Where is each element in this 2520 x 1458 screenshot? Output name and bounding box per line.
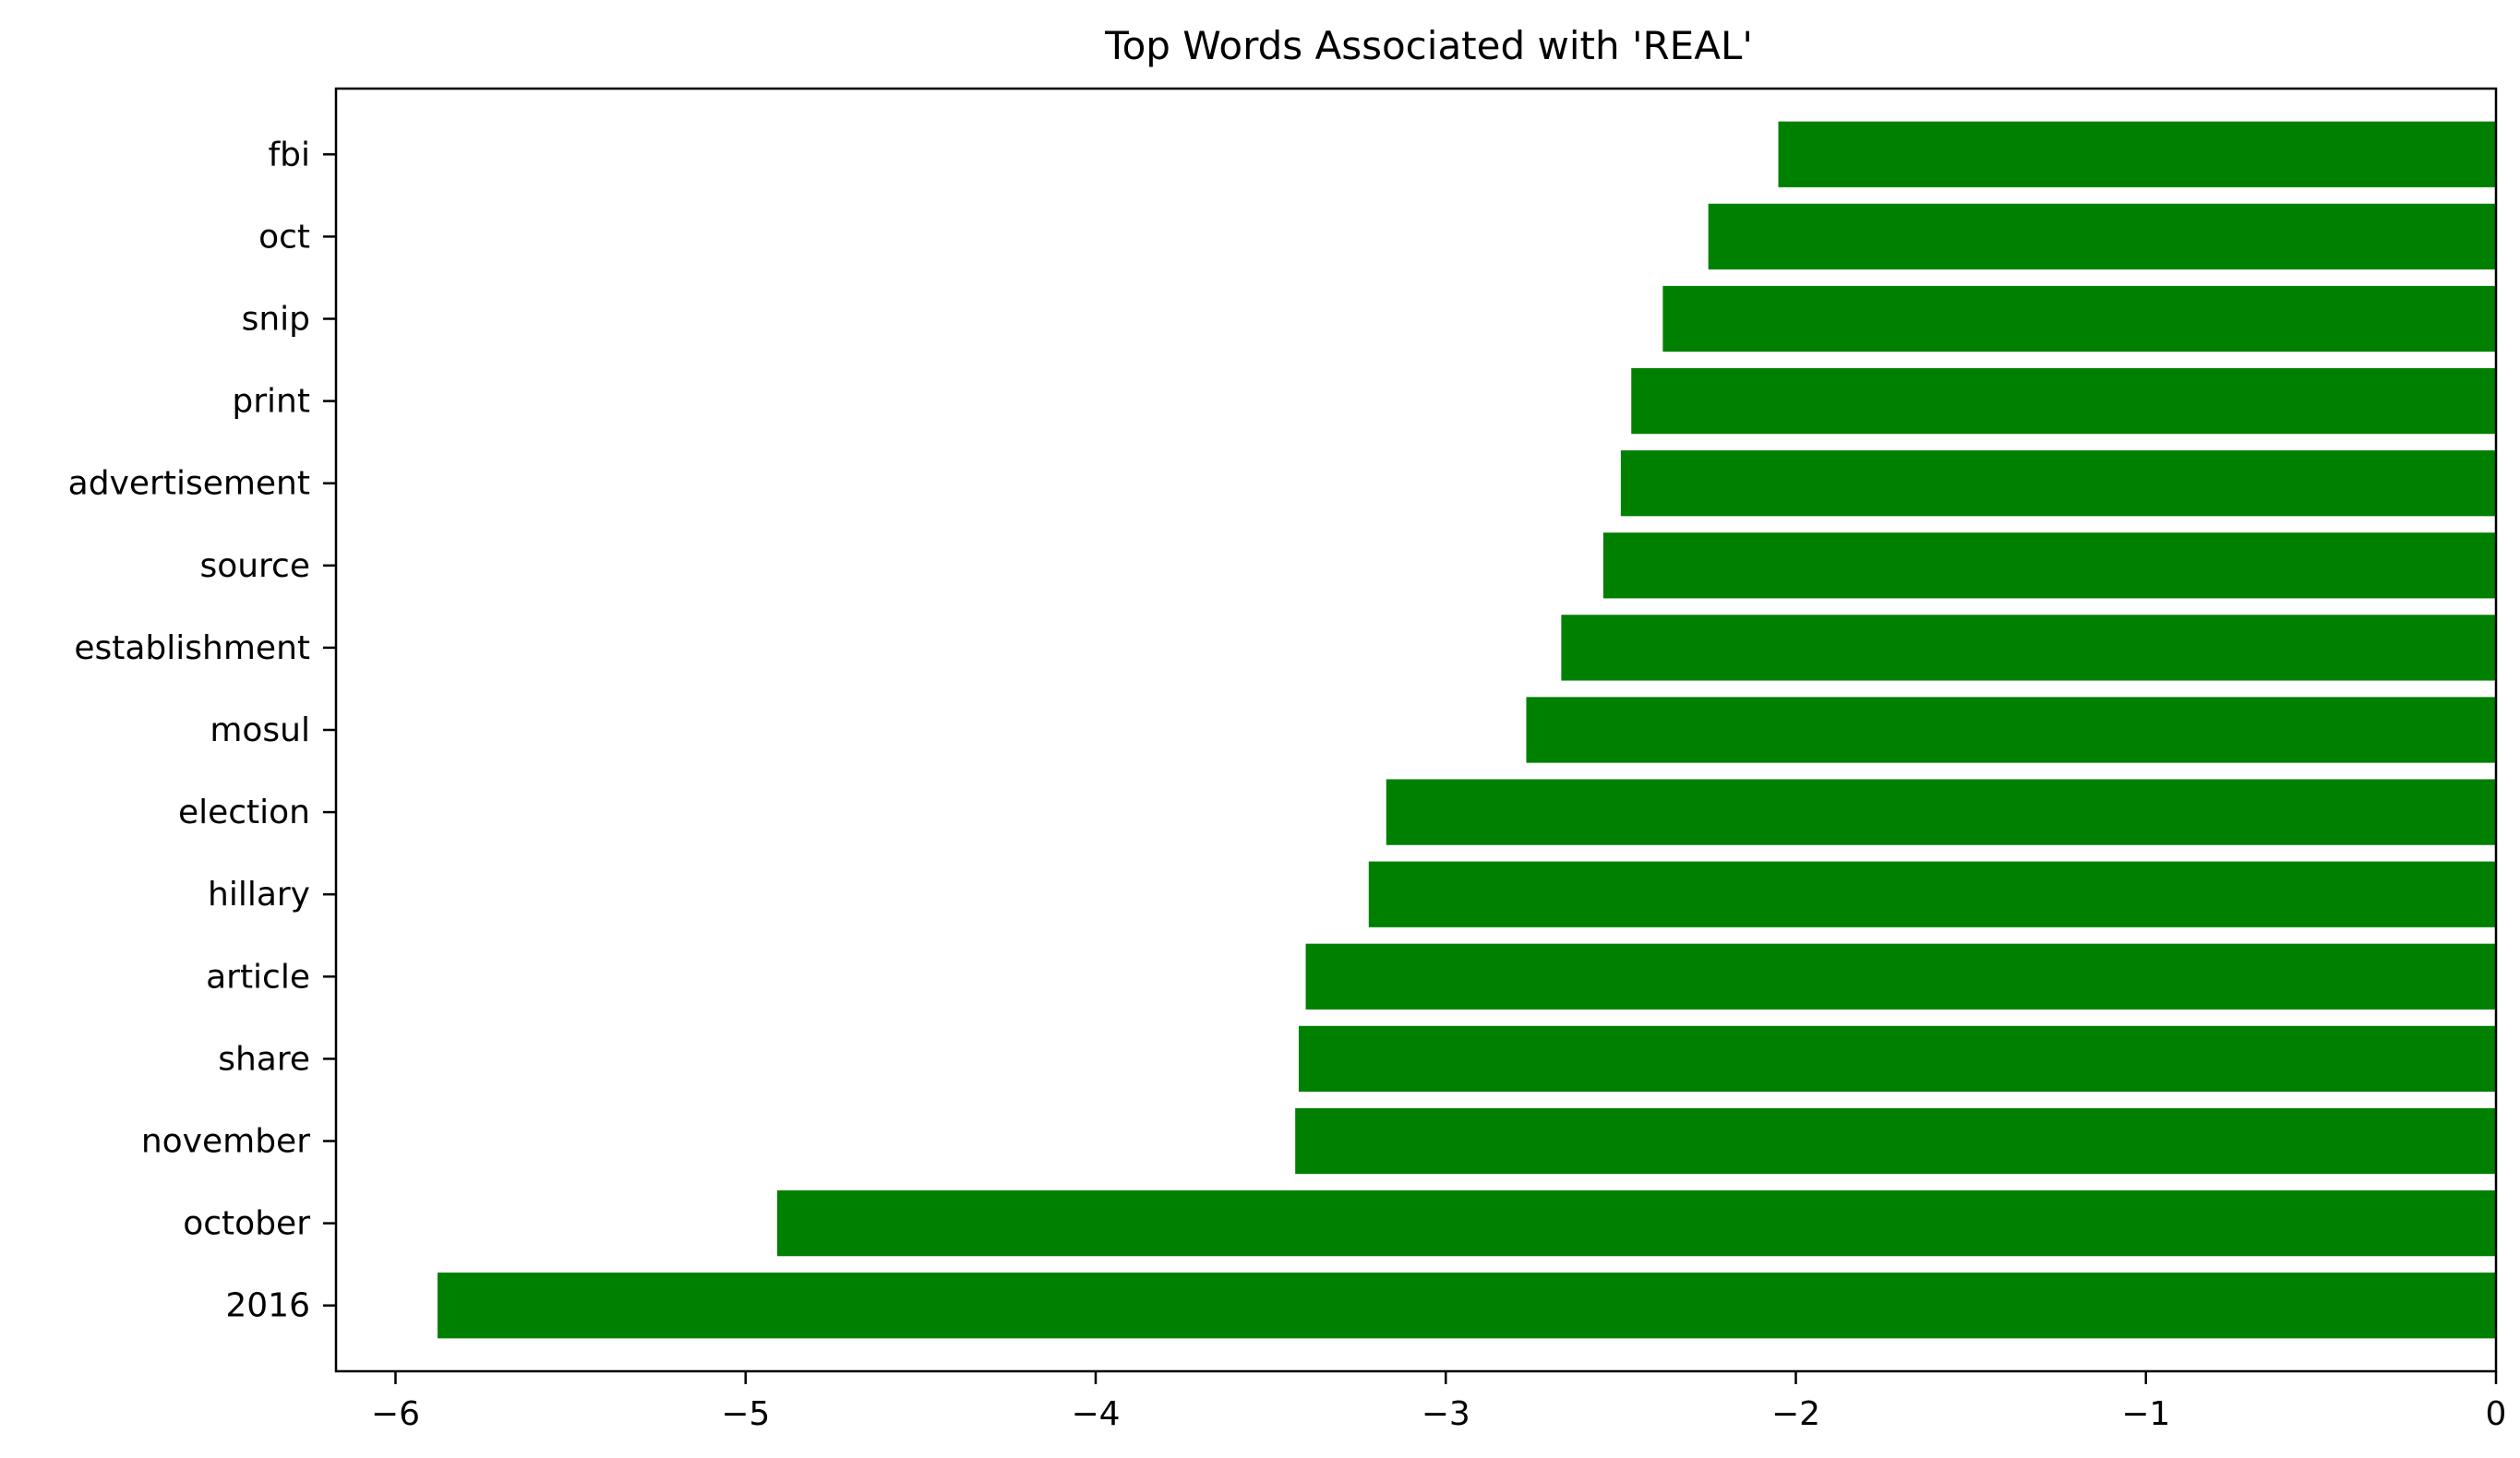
x-tick-label: −2 [1771,1395,1820,1433]
bar-advertisement [1620,450,2496,517]
bar-snip [1662,285,2496,353]
bar-oct [1708,203,2496,270]
bar-fbi [1778,121,2496,187]
y-tick-label: article [206,958,310,996]
x-tick-label: −3 [1422,1395,1470,1433]
bar-november [1295,1107,2496,1175]
bar-october [776,1189,2496,1257]
plot-frame [334,87,2498,1373]
bar-hillary [1368,861,2496,927]
x-tick-label: −1 [2121,1395,2170,1433]
y-tick-label: oct [258,218,310,256]
y-tick-label: november [141,1123,310,1161]
x-tick-label: −6 [371,1395,420,1433]
y-tick-label: fbi [268,136,310,173]
chart-title: Top Words Associated with 'REAL' [1104,23,1753,68]
bar-article [1305,943,2496,1010]
bar-source [1602,532,2496,599]
y-tick-label: share [218,1040,310,1078]
y-tick-label: october [183,1205,310,1243]
bar-print [1631,367,2496,435]
y-axis-ticks: 2016 october november share article hillary el… [68,136,336,1325]
x-tick-label: −4 [1071,1395,1120,1433]
y-tick-label: advertisement [68,465,310,503]
y-tick-label: mosul [210,711,310,749]
x-tick-label: −5 [721,1395,770,1433]
x-axis-ticks: −6 −5 −4 −3 −2 −1 0 [371,1371,2507,1433]
y-tick-label: snip [242,300,310,338]
y-tick-label: establishment [74,629,310,667]
y-tick-label: print [232,383,310,421]
y-tick-label: 2016 [225,1287,310,1325]
bar-2016 [437,1273,2496,1339]
bar-mosul [1526,697,2496,763]
y-tick-label: election [178,794,310,831]
bar-share [1298,1025,2496,1093]
x-tick-label: 0 [2486,1395,2507,1433]
y-tick-label: hillary [208,876,310,914]
bar-election [1386,779,2496,845]
y-tick-label: source [199,547,310,585]
bars-group [437,121,2496,1339]
bar-establishment [1561,615,2496,681]
